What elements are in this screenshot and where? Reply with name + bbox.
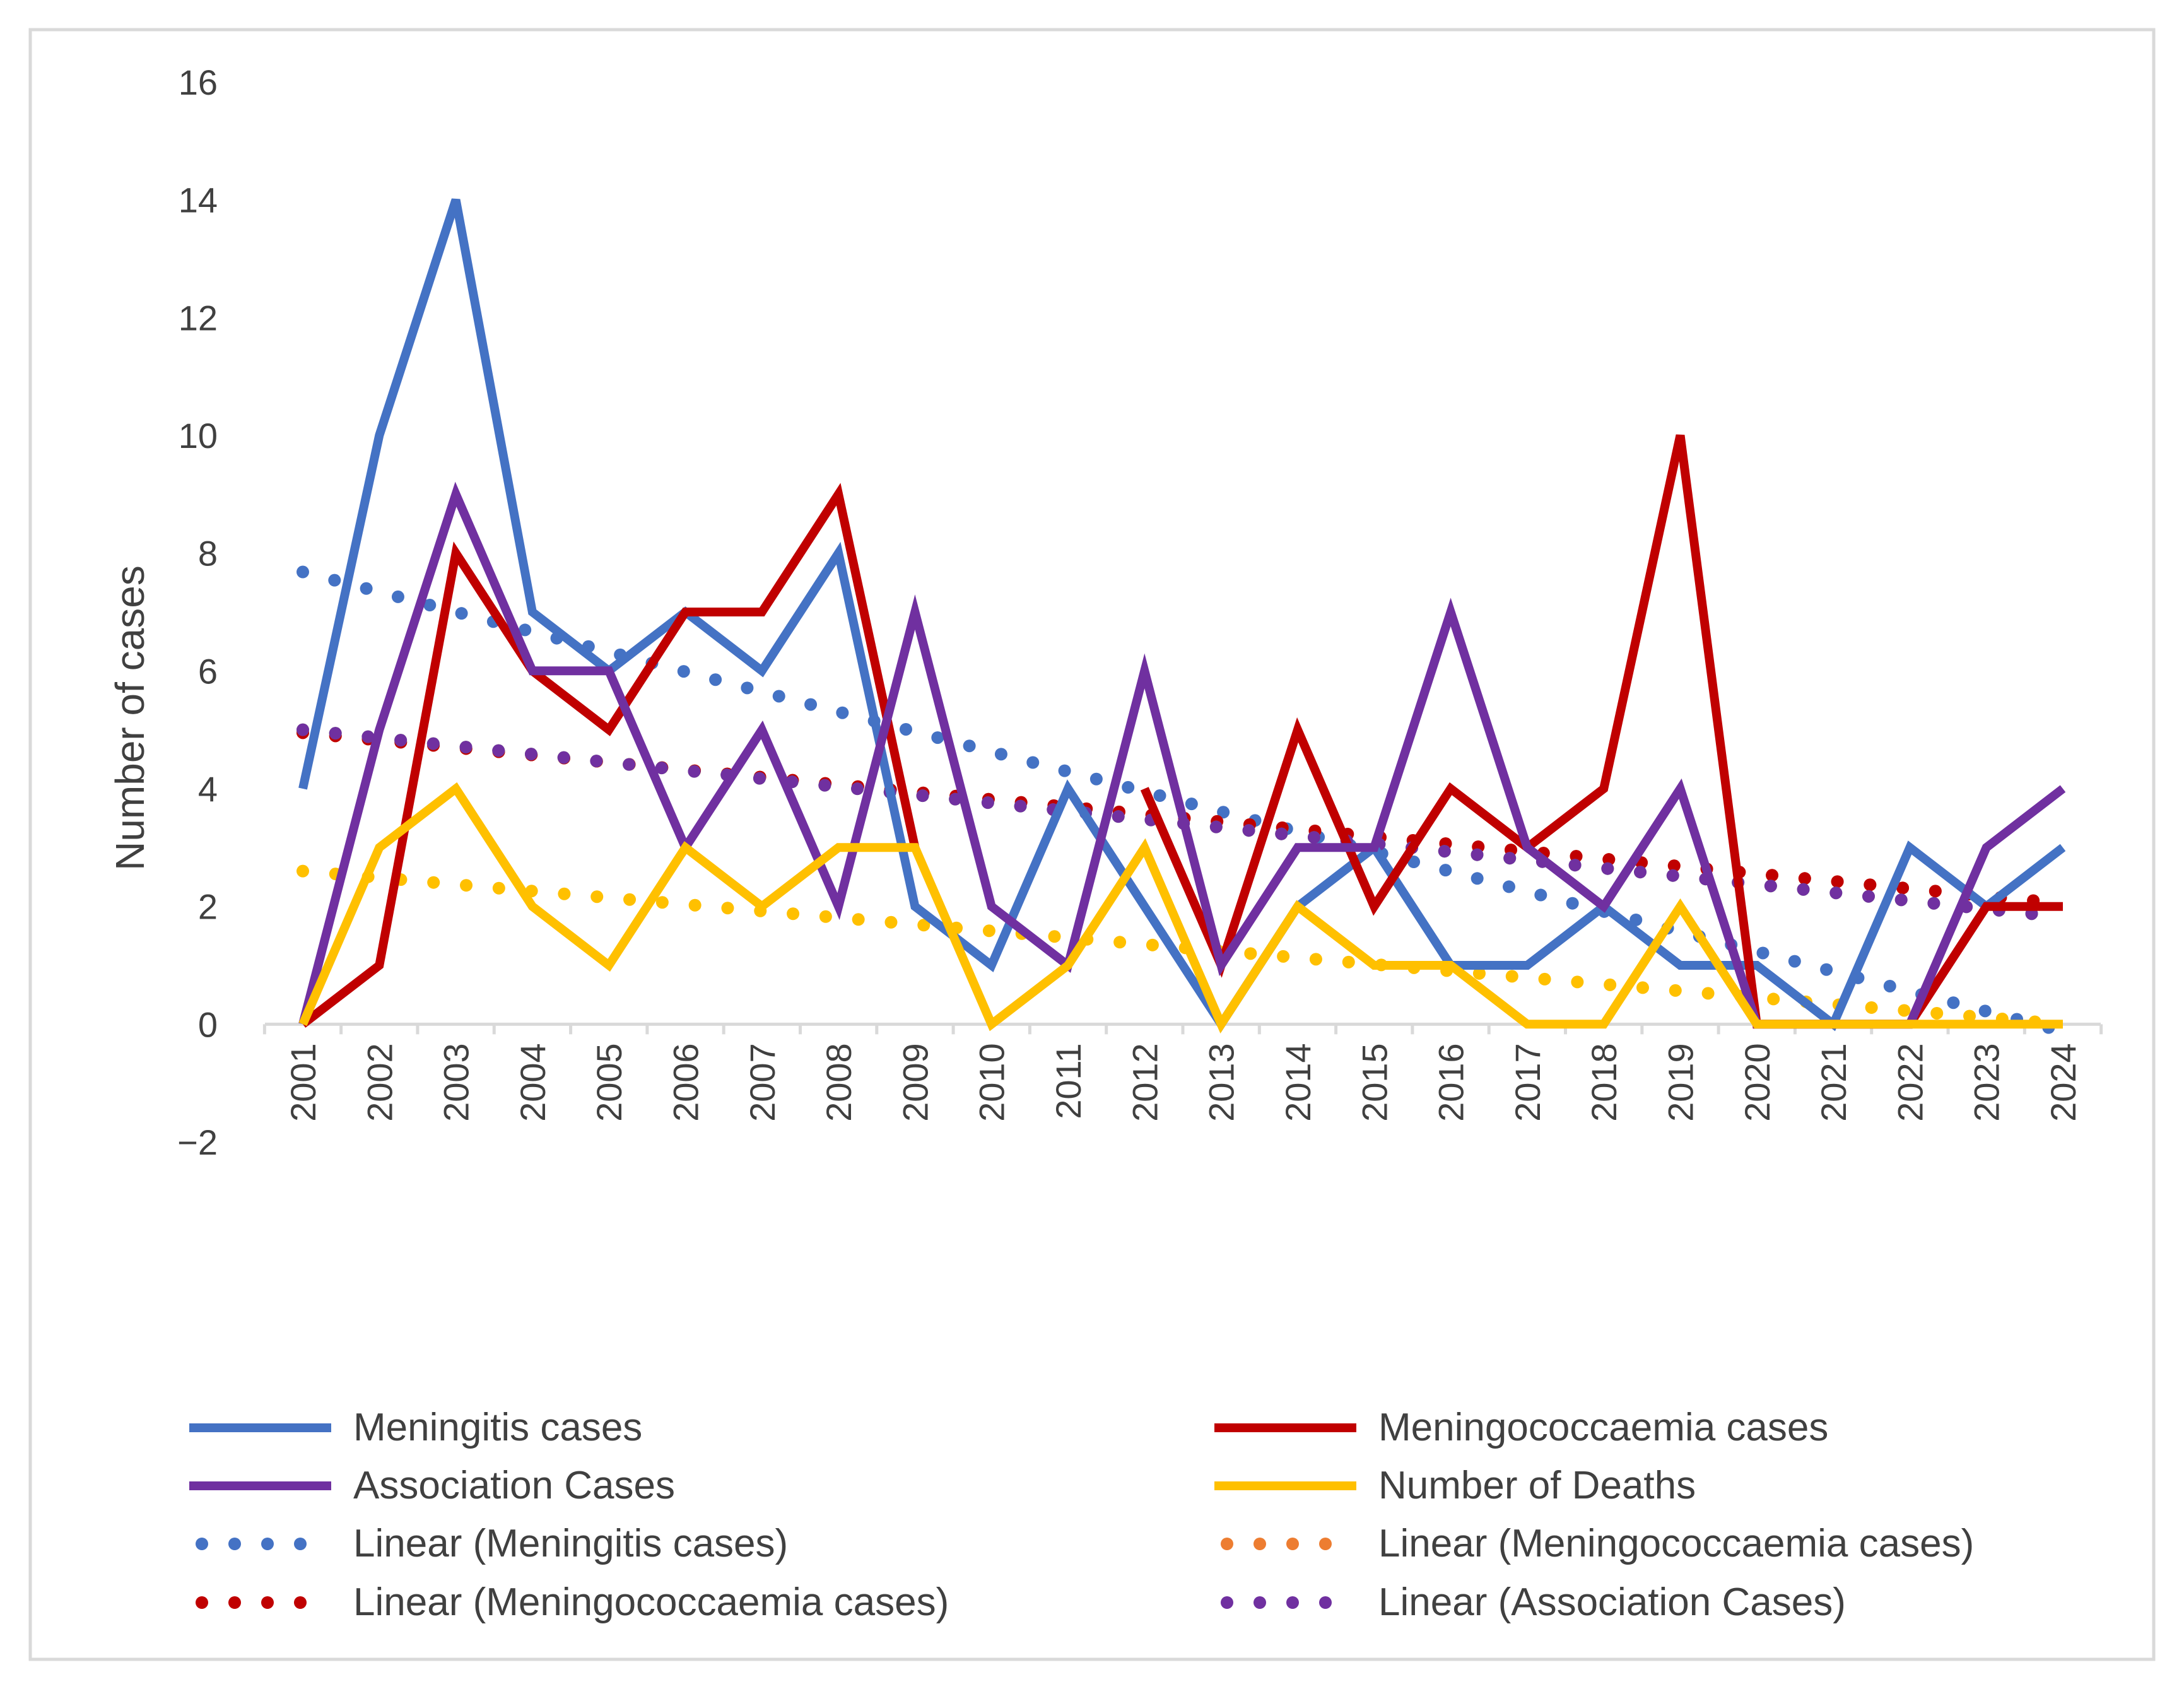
- legend-label: Meningococcaemia cases: [1378, 1406, 1828, 1449]
- legend-label: Linear (Meningitis cases): [353, 1522, 788, 1565]
- x-tick-label: 2010: [972, 1043, 1012, 1122]
- x-tick-label: 2003: [437, 1043, 476, 1122]
- y-axis: −2 0 2 4 6 8 10 12 14 16: [177, 62, 218, 1162]
- trendline-5: [296, 864, 2069, 1031]
- x-tick-label: 2012: [1125, 1043, 1165, 1122]
- y-tick-label: 6: [198, 651, 218, 691]
- data-series: [298, 198, 2066, 1034]
- x-tick-label: 2007: [743, 1043, 782, 1122]
- legend-label: Number of Deaths: [1378, 1464, 1696, 1507]
- x-tick-label: 2024: [2043, 1043, 2083, 1122]
- y-tick-label: 10: [179, 416, 218, 456]
- y-tick-label: 2: [198, 887, 218, 927]
- x-tick-label: 2020: [1737, 1043, 1777, 1122]
- x-tick-label: 2001: [283, 1043, 323, 1122]
- x-tick-label: 2022: [1890, 1043, 1930, 1122]
- legend-label: Meningitis cases: [353, 1406, 642, 1449]
- x-tick-label: 2018: [1584, 1043, 1624, 1122]
- x-tick-label: 2011: [1048, 1043, 1088, 1119]
- y-axis-title: Number of cases: [107, 565, 153, 871]
- x-tick-label: 2023: [1967, 1043, 2007, 1122]
- x-tick-label: 2021: [1814, 1043, 1853, 1122]
- x-tick-label: 2014: [1278, 1043, 1318, 1122]
- x-tick-label: 2017: [1508, 1043, 1547, 1122]
- x-tick-label: 2006: [666, 1043, 706, 1122]
- x-tick-label: 2016: [1431, 1043, 1471, 1122]
- y-tick-label: 4: [198, 769, 218, 809]
- series-line-number-of-deaths: [298, 782, 2063, 1034]
- y-tick-label: −2: [177, 1122, 218, 1162]
- legend-label: Linear (Meningococcaemia cases): [353, 1580, 949, 1624]
- x-tick-label: 2005: [589, 1043, 629, 1122]
- series-line-meningitis-cases: [298, 198, 2066, 1033]
- x-tick-label: 2009: [895, 1043, 935, 1122]
- legend-label: Association Cases: [353, 1464, 675, 1507]
- y-tick-label: 0: [198, 1004, 218, 1044]
- legend-label: Linear (Meningococcaemia cases): [1378, 1522, 1974, 1565]
- y-tick-label: 12: [179, 298, 218, 338]
- x-tick-label: 2019: [1660, 1043, 1700, 1122]
- x-tick-label: 2004: [513, 1043, 553, 1122]
- legend-label: Linear (Association Cases): [1378, 1580, 1846, 1624]
- x-axis: 2001 2002 2003 2004 2005 2006 2007 2008 2009 2010…: [262, 1024, 2103, 1122]
- x-tick-label: 2015: [1354, 1043, 1394, 1122]
- x-tick-label: 2008: [819, 1043, 859, 1122]
- x-tick-label: 2013: [1202, 1043, 1242, 1122]
- y-tick-label: 8: [198, 534, 218, 574]
- x-tick-label: 2002: [360, 1043, 399, 1122]
- y-tick-label: 14: [179, 180, 218, 220]
- legend: Meningitis cases Meningococcaemia cases As…: [189, 1406, 1974, 1624]
- y-tick-label: 16: [179, 62, 218, 102]
